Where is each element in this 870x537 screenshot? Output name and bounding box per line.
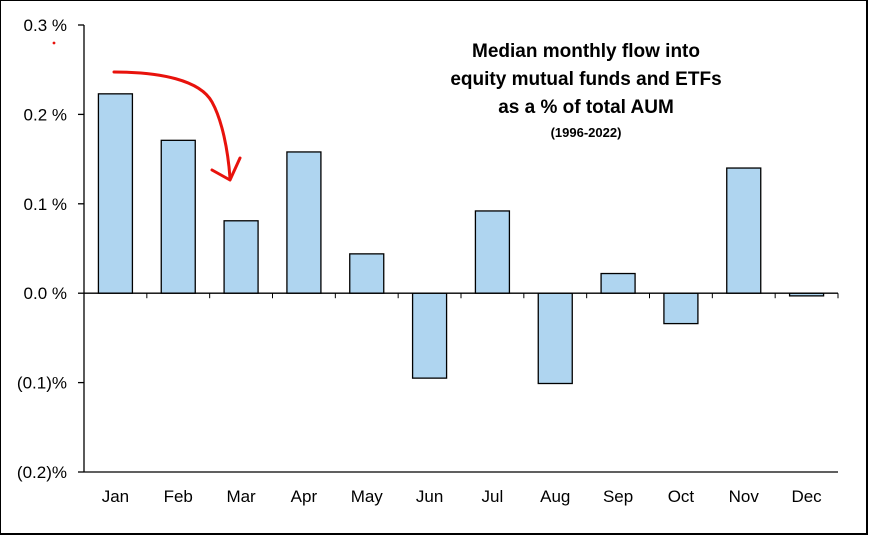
title-line-2: equity mutual funds and ETFs xyxy=(450,69,721,90)
chart-title: Median monthly flow into equity mutual f… xyxy=(450,41,721,140)
y-tick-label: 0.1 % xyxy=(24,195,67,214)
bar-series xyxy=(97,93,825,385)
x-tick-label-nov: Nov xyxy=(729,487,760,506)
x-tick-label-sep: Sep xyxy=(603,487,633,506)
bar-jul xyxy=(474,210,511,294)
x-tick-label-feb: Feb xyxy=(164,487,193,506)
y-axis-ticks: 0.3 % 0.2 % 0.1 % 0.0 % (0.1)% (0.2)% xyxy=(17,16,84,482)
annotation-arrow-head xyxy=(210,156,242,182)
bar-aug xyxy=(537,292,573,385)
bar-feb xyxy=(160,139,196,294)
x-tick-label-may: May xyxy=(351,487,384,506)
x-tick-label-jun: Jun xyxy=(416,487,443,506)
x-tick-label-dec: Dec xyxy=(791,487,822,506)
axes xyxy=(83,25,838,473)
y-tick-label: 0.0 % xyxy=(24,284,67,303)
x-tick-label-jul: Jul xyxy=(482,487,504,506)
bar-jan xyxy=(97,93,134,294)
x-tick-label-jan: Jan xyxy=(102,487,129,506)
bar-oct xyxy=(663,292,699,325)
x-tick-label-oct: Oct xyxy=(668,487,695,506)
y-tick-label: 0.3 % xyxy=(24,16,67,35)
annotation-arrow xyxy=(112,70,242,182)
y-tick-label: 0.2 % xyxy=(24,105,67,124)
x-tick-label-apr: Apr xyxy=(291,487,318,506)
bar-sep xyxy=(600,272,636,294)
y-tick-label: (0.1)% xyxy=(17,374,67,393)
bar-nov xyxy=(726,167,762,294)
bar-apr xyxy=(286,151,322,294)
x-tick-label-aug: Aug xyxy=(540,487,570,506)
bar-mar xyxy=(223,220,259,294)
bar-jun xyxy=(411,292,448,379)
red-dot-marker xyxy=(52,41,56,45)
title-line-3: as a % of total AUM xyxy=(498,97,674,118)
y-tick-label: (0.2)% xyxy=(17,463,67,482)
annotation-arrow-curve xyxy=(112,70,232,180)
title-line-1: Median monthly flow into xyxy=(472,41,700,62)
chart-subtitle: (1996-2022) xyxy=(551,125,622,140)
x-axis-ticks: Jan Feb Mar Apr May Jun Jul Aug Sep Oct Nov Dec xyxy=(83,293,839,506)
bar-may xyxy=(349,253,385,294)
x-tick-label-mar: Mar xyxy=(226,487,256,506)
